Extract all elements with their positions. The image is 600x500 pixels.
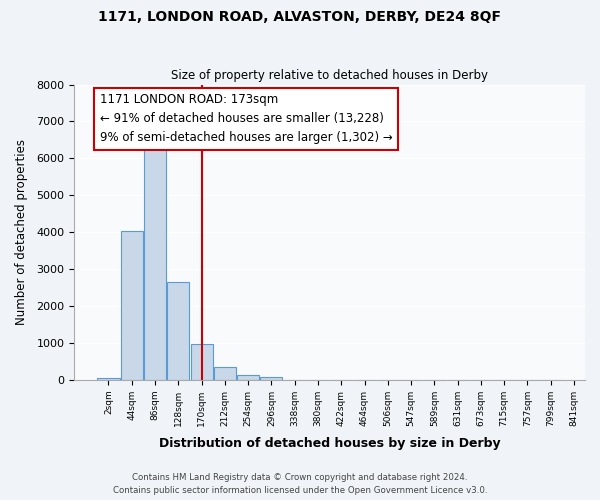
Text: 1171 LONDON ROAD: 173sqm
← 91% of detached houses are smaller (13,228)
9% of sem: 1171 LONDON ROAD: 173sqm ← 91% of detach… <box>100 94 392 144</box>
Text: Contains HM Land Registry data © Crown copyright and database right 2024.
Contai: Contains HM Land Registry data © Crown c… <box>113 474 487 495</box>
Bar <box>97 378 119 380</box>
Bar <box>167 282 190 380</box>
Bar <box>144 136 166 380</box>
Bar <box>121 232 143 380</box>
Bar <box>191 344 212 380</box>
Bar <box>260 377 283 380</box>
Text: 1171, LONDON ROAD, ALVASTON, DERBY, DE24 8QF: 1171, LONDON ROAD, ALVASTON, DERBY, DE24… <box>98 10 502 24</box>
X-axis label: Distribution of detached houses by size in Derby: Distribution of detached houses by size … <box>159 437 500 450</box>
Title: Size of property relative to detached houses in Derby: Size of property relative to detached ho… <box>171 69 488 82</box>
Bar <box>214 367 236 380</box>
Bar <box>237 375 259 380</box>
Y-axis label: Number of detached properties: Number of detached properties <box>15 139 28 325</box>
